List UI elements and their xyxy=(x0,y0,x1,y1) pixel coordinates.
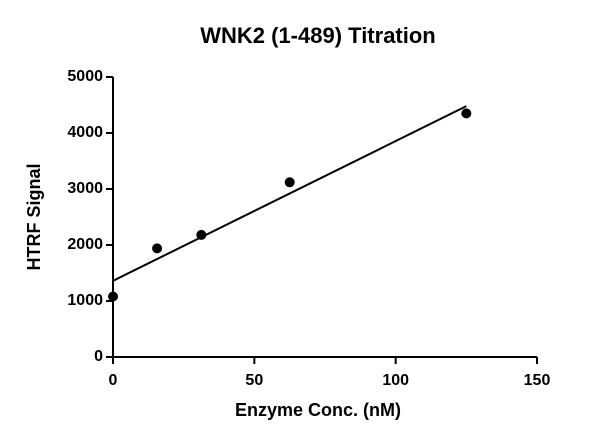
x-tick-label: 0 xyxy=(109,372,118,389)
y-axis-label: HTRF Signal xyxy=(24,164,44,271)
x-tick-label: 50 xyxy=(245,372,263,389)
y-tick-label: 0 xyxy=(94,348,103,365)
y-tick-label: 5000 xyxy=(67,68,103,85)
data-point xyxy=(152,243,163,254)
fit-line xyxy=(112,105,467,282)
data-point xyxy=(284,177,295,188)
chart-title: WNK2 (1-489) Titration xyxy=(200,23,436,48)
y-tick-label: 3000 xyxy=(67,180,103,197)
data-point xyxy=(108,291,118,302)
y-tick-label: 4000 xyxy=(67,124,103,141)
x-axis-label: Enzyme Conc. (nM) xyxy=(235,400,401,420)
x-tick-label: 100 xyxy=(382,372,409,389)
y-tick-label: 2000 xyxy=(67,236,103,253)
y-tick-label: 1000 xyxy=(67,292,103,309)
data-point xyxy=(461,108,472,119)
x-tick-label: 150 xyxy=(524,372,551,389)
